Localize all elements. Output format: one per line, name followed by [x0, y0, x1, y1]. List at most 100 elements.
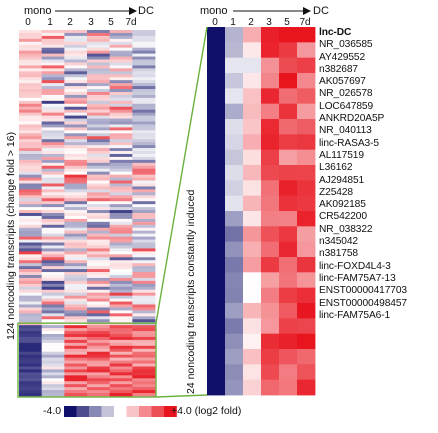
left-heatmap-cell: [64, 50, 88, 55]
left-heatmap-cell: [132, 245, 156, 249]
left-heatmap-cell: [41, 360, 65, 364]
left-heatmap-cell: [109, 207, 133, 211]
left-heatmap-cell: [64, 186, 88, 190]
left-heatmap-cell: [109, 345, 133, 350]
gene-label: Z25428: [319, 186, 353, 198]
left-heatmap-cell: [19, 136, 43, 140]
left-col-label: 1: [47, 17, 53, 28]
right-heatmap-cell: [279, 103, 298, 120]
left-heatmap-cell: [41, 378, 65, 382]
left-heatmap-cell: [109, 106, 133, 111]
left-heatmap-cell: [41, 236, 65, 240]
left-heatmap-cell: [41, 109, 65, 114]
right-heatmap-cell: [261, 27, 280, 43]
right-heatmap-cell: [243, 134, 262, 151]
left-heatmap-cell: [132, 118, 156, 122]
left-heatmap-cell: [87, 393, 111, 397]
left-heatmap-cell: [132, 304, 156, 308]
left-heatmap-cell: [41, 213, 65, 217]
right-heatmap-cell: [207, 42, 226, 59]
left-heatmap-cell: [41, 86, 65, 90]
right-heatmap-cell: [279, 165, 298, 181]
right-heatmap-cell: [225, 318, 244, 335]
left-heatmap-cell: [132, 280, 156, 285]
left-heatmap-cell: [41, 387, 65, 391]
left-heatmap-cell: [132, 251, 156, 255]
left-heatmap-cell: [132, 213, 156, 217]
left-heatmap-cell: [87, 142, 111, 146]
left-heatmap-cell: [64, 351, 88, 356]
right-heatmap-cell: [297, 287, 316, 304]
left-heatmap-cell: [41, 204, 65, 208]
left-side-label: 124 noncoding transcripts (change fold >…: [5, 131, 17, 340]
right-heatmap-cell: [279, 379, 298, 396]
left-heatmap-cell: [109, 118, 133, 122]
left-heatmap-cell: [41, 266, 65, 270]
left-heatmap-cell: [132, 263, 156, 267]
left-heatmap-cell: [132, 342, 156, 347]
left-heatmap-cell: [19, 133, 43, 137]
right-heatmap-cell: [297, 88, 316, 105]
left-heatmap-cell: [87, 165, 111, 170]
left-heatmap-cell: [109, 298, 133, 302]
left-heatmap-cell: [132, 180, 156, 184]
left-heatmap-cell: [19, 263, 43, 267]
left-heatmap-cell: [109, 156, 133, 161]
left-heatmap-cell: [64, 213, 88, 217]
left-heatmap-cell: [64, 301, 88, 305]
left-heatmap-cell: [19, 387, 43, 391]
left-heatmap-cell: [19, 390, 43, 394]
left-heatmap-cell: [19, 130, 43, 134]
left-heatmap-cell: [87, 375, 111, 379]
left-heatmap-cell: [87, 263, 111, 267]
left-heatmap-cell: [132, 384, 156, 388]
left-heatmap-cell: [64, 32, 88, 37]
left-heatmap-cell: [64, 257, 88, 261]
right-heatmap-cell: [225, 42, 244, 59]
left-heatmap-cell: [19, 192, 43, 196]
right-heatmap-cell: [207, 349, 226, 365]
left-heatmap-cell: [41, 239, 65, 243]
left-heatmap-cell: [64, 139, 88, 143]
right-heatmap-cell: [243, 303, 262, 319]
left-heatmap-cell: [41, 221, 65, 226]
left-heatmap-cell: [19, 257, 43, 261]
left-heatmap-cell: [64, 277, 88, 282]
zoom-connector-line: [155, 26, 208, 324]
left-heatmap-cell: [41, 390, 65, 394]
right-heatmap-cell: [243, 165, 262, 181]
gene-label: n345042: [319, 236, 358, 248]
left-heatmap-cell: [64, 86, 88, 90]
left-heatmap-cell: [19, 375, 43, 379]
left-heatmap-cell: [41, 354, 65, 359]
left-heatmap-cell: [64, 180, 88, 184]
right-heatmap-cell: [297, 379, 316, 396]
left-heatmap-cell: [41, 227, 65, 232]
left-heatmap-cell: [132, 112, 156, 116]
gene-label: NR_026578: [319, 88, 373, 100]
right-heatmap-cell: [261, 119, 280, 135]
left-heatmap-cell: [41, 384, 65, 388]
left-heatmap-cell: [109, 366, 133, 370]
left-col-label: 0: [25, 17, 31, 28]
left-heatmap-cell: [132, 162, 156, 167]
left-heatmap-cell: [19, 369, 43, 373]
left-heatmap-cell: [109, 313, 133, 317]
right-heatmap-cell: [261, 103, 280, 120]
left-heatmap-cell: [64, 286, 88, 291]
right-heatmap-cell: [207, 73, 226, 89]
left-heatmap-cell: [132, 86, 156, 90]
left-heatmap-cell: [41, 316, 65, 320]
left-heatmap-cell: [132, 47, 156, 52]
left-heatmap-cell: [132, 387, 156, 391]
left-heatmap-cell: [87, 348, 111, 353]
left-heatmap-cell: [19, 304, 43, 308]
left-heatmap-cell: [87, 162, 111, 167]
left-heatmap-cell: [64, 375, 88, 379]
left-heatmap-cell: [109, 56, 133, 60]
left-heatmap-cell: [64, 204, 88, 208]
right-col-label: 2: [248, 17, 254, 28]
right-heatmap-cell: [225, 287, 244, 304]
left-heatmap-cell: [87, 239, 111, 243]
left-heatmap-cell: [41, 381, 65, 385]
